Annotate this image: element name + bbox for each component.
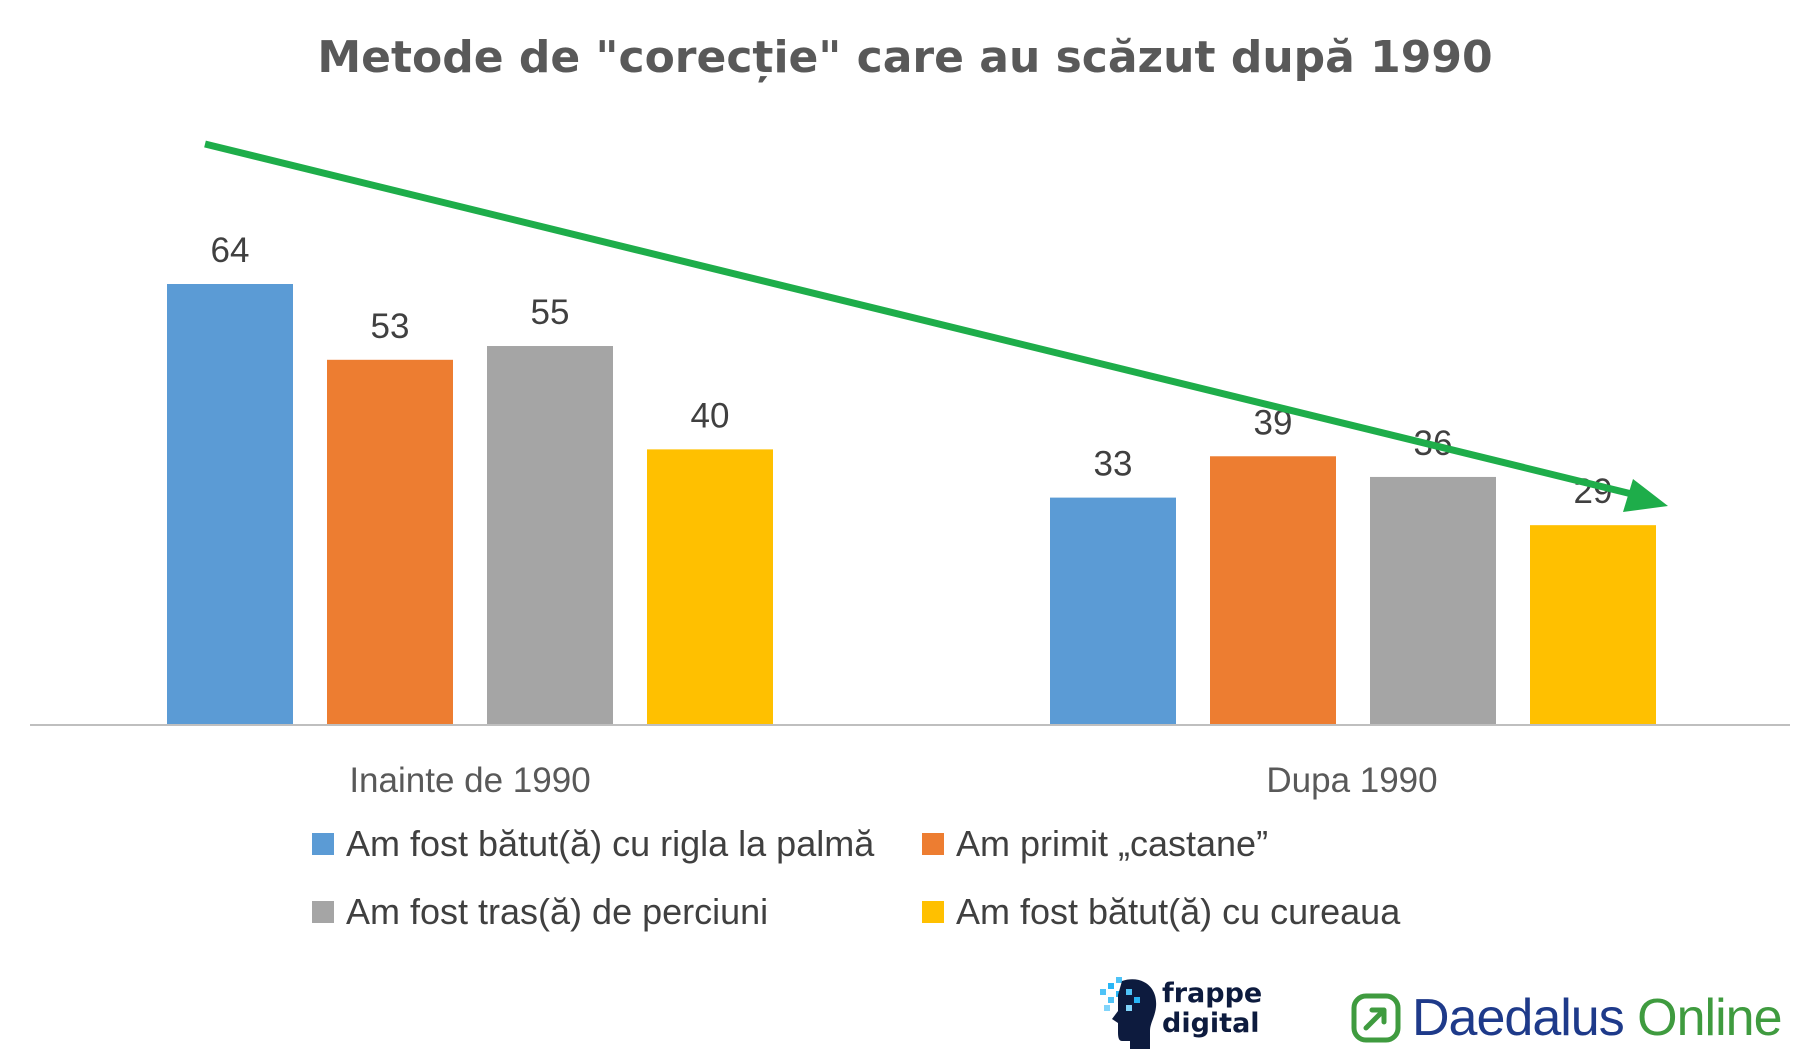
legend-swatch [312,833,334,855]
chart-title: Metode de "corecție" care au scăzut după… [317,32,1492,83]
bars-group: 6453554033393629 [167,231,1656,725]
legend-swatch [922,833,944,855]
daedalus-logo-part1: Daedalus [1412,989,1625,1047]
data-label: 33 [1094,445,1133,484]
frappe-logo-line1: frappe [1162,978,1263,1009]
bar [487,346,613,725]
bar [647,449,773,725]
legend-item: Am primit „castane” [922,822,1268,866]
legend-item: Am fost bătut(ă) cu cureaua [922,890,1400,934]
frappe-digital-logo: frappe digital [1100,975,1270,1050]
data-label: 40 [691,396,730,435]
data-label: 64 [211,231,250,270]
legend-item: Am fost tras(ă) de perciuni [312,890,768,934]
daedalus-logo-part2: Online [1637,989,1782,1047]
legend-label: Am fost bătut(ă) cu rigla la palmă [346,823,875,864]
bar [1530,525,1656,725]
bar [327,359,453,725]
bar [167,284,293,725]
category-labels: Inainte de 1990 Dupa 1990 [349,761,1437,800]
trend-arrowhead [1623,479,1668,512]
bar [1050,497,1176,725]
legend: Am fost bătut(ă) cu rigla la palmă Am pri… [312,822,1512,962]
category-label: Inainte de 1990 [349,761,590,800]
trend-arrow-line [204,140,1641,500]
legend-swatch [312,901,334,923]
data-label: 53 [371,307,410,346]
frappe-head-icon [1100,977,1157,1049]
legend-item: Am fost bătut(ă) cu rigla la palmă [312,822,874,866]
category-label: Dupa 1990 [1266,761,1437,800]
bar [1370,476,1496,725]
legend-label: Am primit „castane” [956,823,1269,864]
legend-label: Am fost tras(ă) de perciuni [346,891,769,932]
legend-label: Am fost bătut(ă) cu cureaua [956,891,1401,932]
data-label: 55 [531,293,570,332]
frappe-logo-line2: digital [1162,1008,1260,1039]
trend-arrow [204,140,1668,512]
daedalus-arrow-icon [1351,993,1401,1043]
daedalus-online-logo: Daedalus Online [1350,988,1782,1048]
bar [1210,456,1336,725]
legend-swatch [922,901,944,923]
